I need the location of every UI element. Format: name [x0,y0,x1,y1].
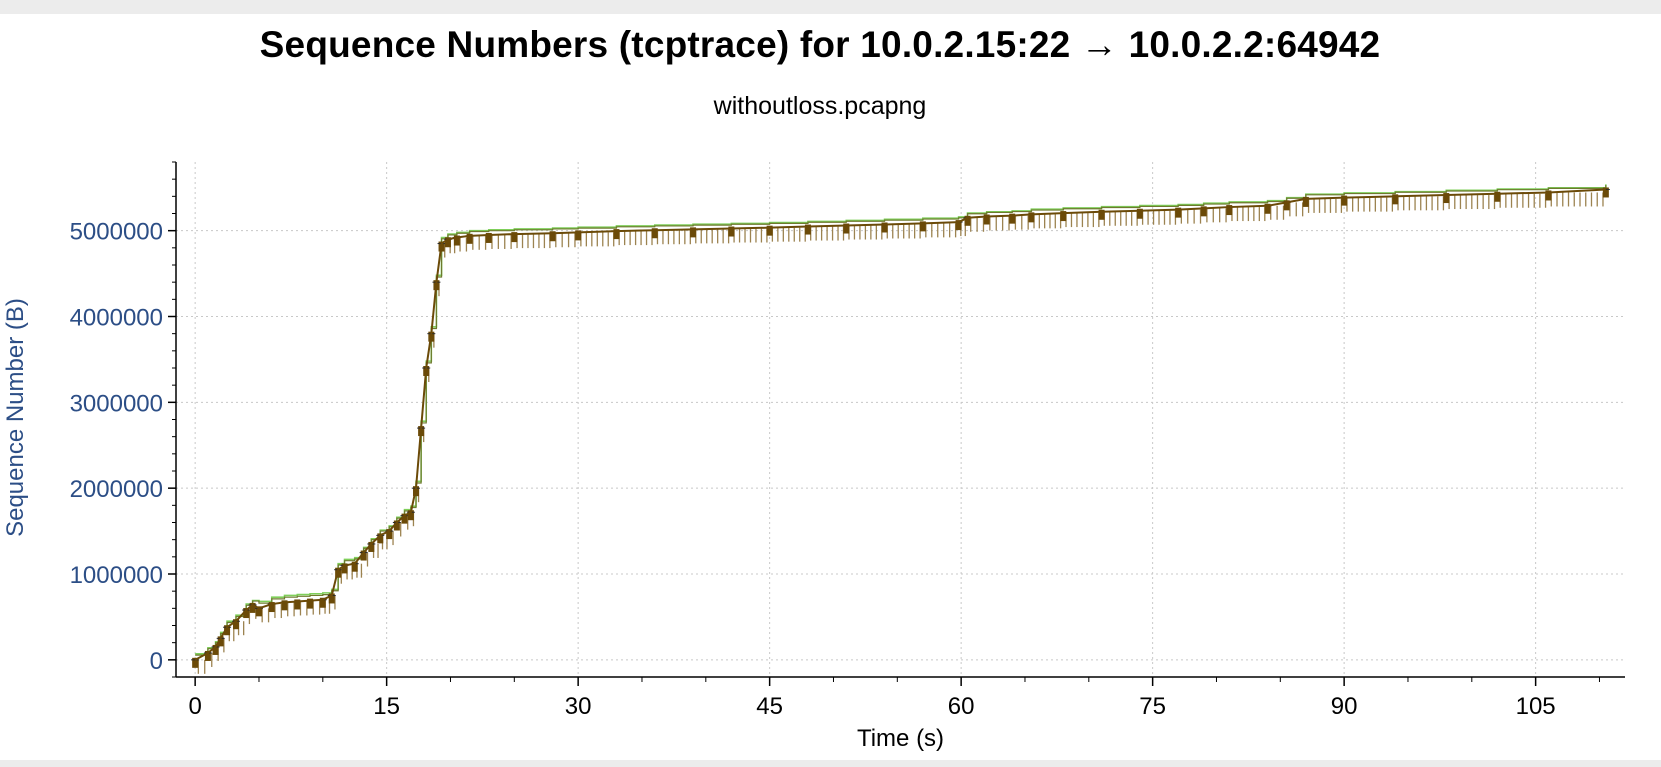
x-tick-label: 90 [1331,693,1358,720]
y-tick-label: 5000000 [70,219,163,246]
x-tick-label: 60 [948,693,975,720]
y-tick-label: 1000000 [70,562,163,589]
segment-point [328,593,335,604]
segment-point [613,229,620,240]
segment-point [268,602,275,613]
segment-point [1060,211,1067,222]
segment-point [1098,209,1105,220]
segment-point [651,228,658,239]
x-tick-label: 30 [565,693,592,720]
segment-point [255,606,262,617]
segment-point [204,650,211,661]
segment-point [281,600,288,611]
segment-point [511,232,518,243]
y-tick-label: 2000000 [70,476,163,503]
series-layer [191,184,1610,674]
y-tick-labels: 0 1000000 2000000 3000000 4000000 5000000 [70,219,163,675]
segment-point [485,232,492,243]
segment-point [319,597,326,608]
segment-point [1443,193,1450,204]
segment-point [881,222,888,233]
segment-point [919,221,926,232]
segment-point [1302,196,1309,207]
segment-point [1494,191,1501,202]
segment-point [453,235,460,246]
segment-point [766,225,773,236]
segment-point [192,657,199,668]
ack-line [195,185,1607,656]
segment-point [386,529,393,540]
tick-marks [168,161,1600,686]
segment-point [294,599,301,610]
segment-point [1028,212,1035,223]
segment-point [212,644,219,655]
graph-window [0,14,1661,760]
segment-point [1264,203,1271,214]
segment-point [377,533,384,544]
x-tick-labels: 0 15 30 45 60 75 90 105 [188,693,1555,720]
segment-point [964,215,971,226]
segment-point [549,231,556,242]
x-tick-label: 105 [1516,693,1556,720]
x-tick-label: 15 [373,693,400,720]
y-tick-label: 0 [150,648,163,675]
segment-point [249,602,256,613]
segment-point [1341,195,1348,206]
segment-point [444,237,451,248]
segment-point [1226,205,1233,216]
receive-window-line [195,184,1607,655]
chart-subtitle: withoutloss.pcapng [713,92,927,120]
chart-title: Sequence Numbers (tcptrace) for 10.0.2.1… [259,24,1381,65]
segment-point [1136,208,1143,219]
segment-point [368,541,375,552]
y-axis-label: Sequence Number (B) [2,298,29,537]
segment-point [983,214,990,225]
y-tick-label: 3000000 [70,390,163,417]
segment-point [243,608,250,619]
segment-point [351,561,358,572]
segment-point [1545,190,1552,201]
segment-point [393,520,400,531]
sequence-line [194,188,1606,661]
x-tick-label: 0 [188,693,201,720]
segment-point [1283,200,1290,211]
segment-point [360,550,367,561]
segment-point [1009,213,1016,224]
segment-point [407,510,414,521]
segment-point [575,230,582,241]
segment-point [690,227,697,238]
x-axis-label: Time (s) [857,725,944,752]
segment-point [233,619,240,630]
segment-point [1175,207,1182,218]
segment-point [307,598,314,609]
x-tick-label: 75 [1139,693,1166,720]
segment-point [217,636,224,647]
segment-point [401,513,408,524]
segment-point [843,223,850,234]
x-tick-label: 45 [756,693,783,720]
segment-point [1602,187,1609,198]
segment-point [224,625,231,636]
segment-point [1392,194,1399,205]
y-tick-label: 4000000 [70,305,163,332]
segment-point [1200,206,1207,217]
segment-point [466,233,473,244]
grid-lines [176,162,1625,677]
segment-point [728,226,735,237]
segment-point [341,563,348,574]
segment-point [955,220,962,231]
segment-point [804,224,811,235]
